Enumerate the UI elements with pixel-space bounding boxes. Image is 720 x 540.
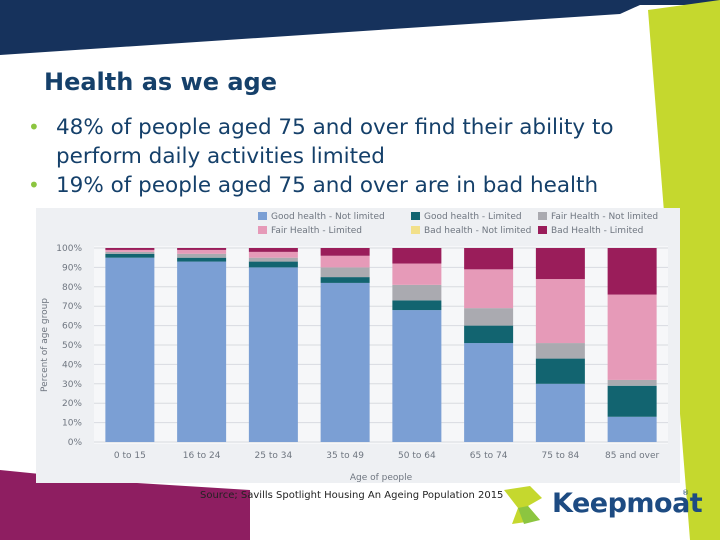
bar-segment [248,267,298,442]
slide-title: Health as we age [44,68,277,96]
bar-segment [177,257,227,262]
top-navy-band [0,0,720,55]
bar-segment [320,255,370,268]
bar-segment [464,343,514,442]
bullet-list: • 48% of people aged 75 and over find the… [28,113,668,200]
y-tick-label: 20% [62,399,82,409]
bar-segment [177,253,227,258]
bullet-text: 19% of people aged 75 and over are in ba… [56,173,599,198]
keepmoat-logo [504,486,542,524]
legend-swatch [258,212,267,220]
logo-mark-icon-accent [518,506,540,524]
bar-segment [607,416,657,442]
bar-segment [464,248,514,270]
bar-segment [392,310,442,442]
bar-segment [607,379,657,386]
x-tick-label: 16 to 24 [183,451,221,461]
bottom-magenta-band [0,470,250,540]
bar-segment [248,251,298,258]
x-axis-label: Age of people [350,473,413,483]
bar-segment [464,269,514,309]
y-tick-label: 80% [62,283,82,293]
legend-swatch [538,226,547,234]
y-tick-label: 70% [62,302,82,312]
y-tick-label: 50% [62,341,82,351]
bar-segment [105,257,155,442]
bar-segment [392,300,442,311]
y-tick-label: 10% [62,419,82,429]
bar-segment [177,249,227,254]
source-note: Source; Savills Spotlight Housing An Age… [200,490,504,501]
bar-segment [607,385,657,417]
legend-swatch [411,226,420,234]
legend-label: Good health - Not limited [271,212,385,222]
bar-segment [177,261,227,442]
x-tick-label: 85 and over [605,451,659,461]
legend-label: Fair Health - Limited [271,226,362,236]
bar-segment [105,248,155,250]
stacked-bar-chart: 0% 10% 20% 30% 40% 50% 60% 70% 80% 90% 100% Percent… [36,208,680,483]
bullet-item: • 48% of people aged 75 and over find the… [28,113,668,171]
chart-svg: 0% 10% 20% 30% 40% 50% 60% 70% 80% 90% 100% Percent… [40,212,668,483]
bar-segment [607,294,657,380]
bar-segment [535,358,585,384]
bar-segment [320,267,370,278]
bar-segment [392,284,442,301]
bar-segment [392,248,442,264]
x-tick-label: 65 to 74 [470,451,508,461]
legend-label: Bad health - Not limited [424,226,531,236]
bar-segment [535,343,585,359]
legend-swatch [411,212,420,220]
bar-segment [320,282,370,442]
x-tick-label: 25 to 34 [255,451,293,461]
bullet-dot-icon: • [28,173,40,197]
legend-swatch [538,212,547,220]
bar-segment [248,261,298,268]
x-tick-label: 35 to 49 [326,451,364,461]
bar-segment [607,248,657,295]
bar-segment [464,325,514,344]
y-axis-label: Percent of age group [40,298,50,392]
y-tick-label: 90% [62,263,82,273]
bar-segment [464,308,514,326]
legend-label: Fair Health - Not limited [551,212,658,222]
bullet-dot-icon: • [28,115,40,139]
legend-label: Bad Health - Limited [551,226,643,236]
legend-label: Good health - Limited [424,212,522,222]
x-tick-label: 75 to 84 [542,451,580,461]
y-tick-label: 100% [56,244,82,254]
x-tick-label: 50 to 64 [398,451,436,461]
x-tick-label: 0 to 15 [114,451,146,461]
bar-segment [535,248,585,280]
right-lime-stripe [648,0,720,540]
bar-segment [105,249,155,252]
logo-wordmark: Keepmoat [552,488,703,519]
bar-segment [105,253,155,258]
bar-segment [248,257,298,262]
bar-segment [535,383,585,442]
bullet-text: 48% of people aged 75 and over find thei… [56,115,614,169]
bar-segment [105,251,155,254]
y-tick-label: 0% [68,438,83,448]
bar-segment [392,263,442,285]
y-tick-label: 30% [62,380,82,390]
bar-segment [535,279,585,344]
y-tick-label: 40% [62,360,82,370]
bullet-item: • 19% of people aged 75 and over are in b… [28,171,668,200]
bar-segment [248,248,298,252]
bar-segment [320,248,370,256]
bar-segment [320,277,370,283]
legend-swatch [258,226,267,234]
logo-registered-mark: ® [682,489,689,497]
y-tick-label: 60% [62,322,82,332]
bar-segment [177,248,227,250]
